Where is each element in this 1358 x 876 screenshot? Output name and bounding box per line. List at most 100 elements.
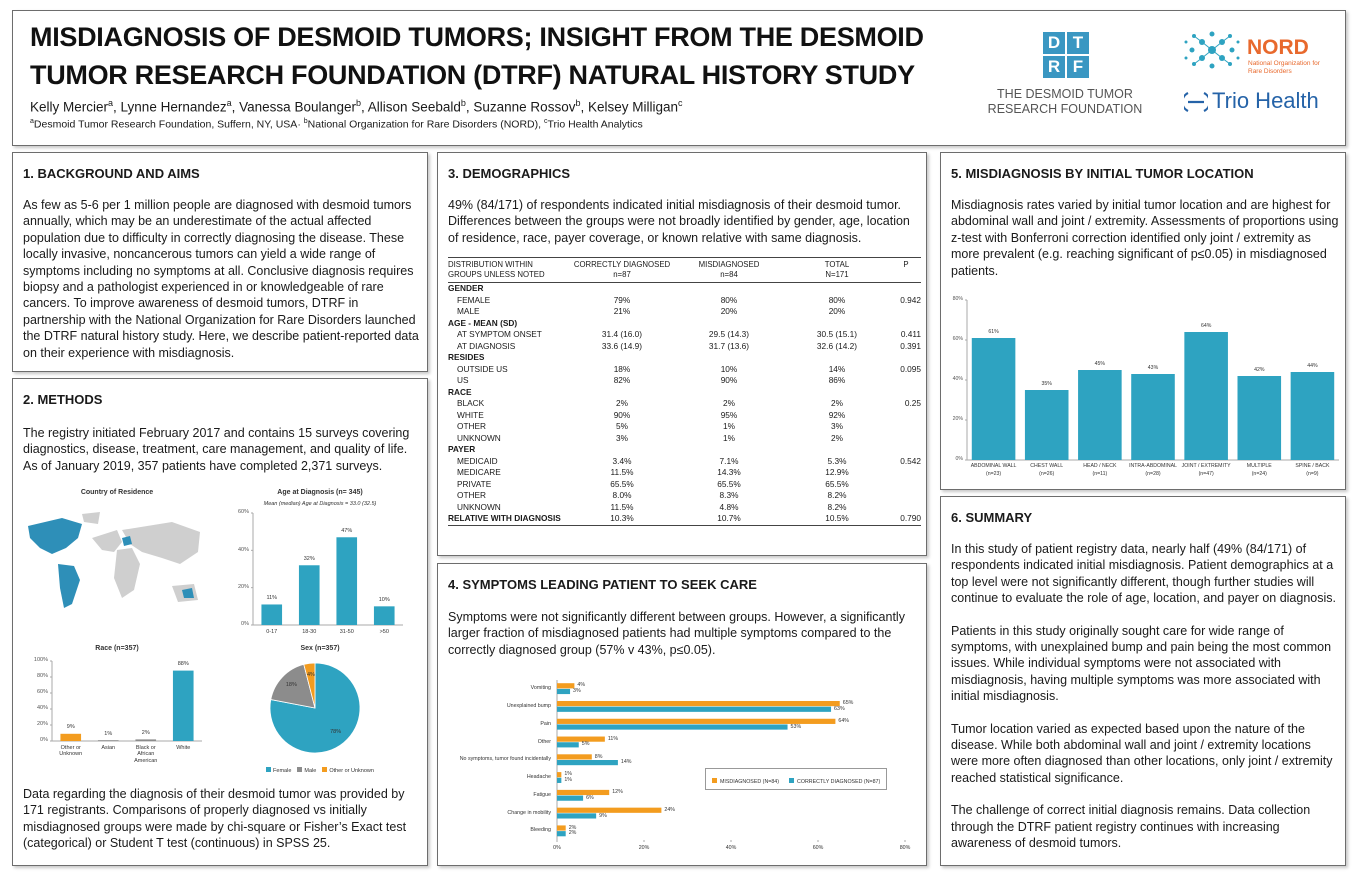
bar (1024, 390, 1069, 460)
bar (1237, 376, 1282, 460)
bar (261, 604, 283, 625)
table-row: RACE (448, 387, 921, 399)
value-label: 18% (285, 682, 297, 689)
p-value: 0.095 (900, 363, 921, 374)
value-label: 53% (790, 723, 802, 730)
table-cell: 4.8% (719, 501, 739, 512)
row-label: MEDICAID (457, 455, 498, 466)
table-cell: 2% (831, 398, 843, 408)
y-tick-label: 60% (237, 509, 249, 516)
bar (1290, 372, 1335, 460)
bar (557, 683, 575, 689)
value-label: 45% (1094, 360, 1106, 367)
table-row: MEDICAID 3.4% 7.1% 5.3% 0.542 (448, 456, 921, 468)
author-separator: , (231, 99, 240, 115)
row-label: OTHER (457, 490, 487, 500)
table-cell-empty (783, 387, 891, 399)
header-line: TOTAL (824, 260, 850, 269)
affiliation-mark: a (30, 118, 34, 125)
value-label: 44% (1307, 362, 1318, 369)
x-tick-label: 40% (725, 845, 737, 851)
bar (557, 807, 662, 813)
chart-title: Race (n=357) (95, 645, 139, 652)
table-cell: 90% (613, 409, 631, 420)
table-header-cell: P (891, 257, 921, 283)
symptoms-panel: 4. SYMPTOMS LEADING PATIENT TO SEEK CARE… (437, 563, 927, 866)
legend-swatch (322, 767, 328, 772)
table-row: AT DIAGNOSIS 33.6 (14.9) 31.7 (13.6) 32.6 (… (448, 341, 921, 353)
value-label: 11% (266, 594, 278, 601)
summary-paragraph: Patients in this study originally sought… (951, 623, 1332, 704)
table-row: UNKNOWN 11.5% 4.8% 8.2% (448, 502, 921, 514)
chart-plot (50, 660, 202, 742)
y-tick-label: 20% (36, 721, 48, 728)
header-line: DISTRIBUTION WITHIN (448, 260, 533, 269)
bar (60, 733, 82, 741)
author-affiliation: a (108, 98, 114, 108)
table-cell-empty (783, 318, 891, 330)
table-header-cell: DISTRIBUTION WITHIN GROUPS UNLESS NOTED (448, 257, 569, 283)
row-section: PAYER (448, 444, 476, 454)
table-row: UNKNOWN 3% 1% 2% (448, 433, 921, 445)
header-line: GROUPS UNLESS NOTED (448, 270, 545, 279)
map-highlight (28, 518, 194, 608)
table-cell-empty (569, 444, 675, 456)
pie-slice (270, 663, 316, 709)
legend-label: CORRECTLY DIAGNOSED (N=87) (797, 779, 881, 785)
x-tick-label: 0-17 (266, 629, 278, 635)
table-cell: 32.6 (14.2) (816, 340, 858, 351)
author-separator: , (113, 99, 121, 115)
map-land (82, 512, 200, 602)
affiliations: aDesmoid Tumor Research Foundation, Suff… (30, 118, 643, 131)
y-tick-label: 60% (952, 336, 963, 343)
table-row: AT SYMPTOM ONSET 31.4 (16.0) 29.5 (14.3) 30… (448, 329, 921, 341)
section-title: 5. MISDIAGNOSIS BY INITIAL TUMOR LOCATIO… (951, 166, 1254, 181)
bar (373, 606, 395, 625)
bar (1184, 332, 1228, 460)
table-cell-empty (569, 318, 675, 330)
methods-panel: 2. METHODS The registry initiated Februa… (12, 378, 428, 866)
table-header-cell: TOTAL N=171 (783, 257, 891, 283)
table-cell: 65.5% (717, 478, 741, 489)
table-cell: 86% (828, 375, 846, 385)
row-label: WHITE (457, 409, 484, 420)
bar (557, 795, 584, 801)
row-label: BLACK (457, 398, 485, 408)
row-label: PRIVATE (457, 478, 492, 489)
table-cell: 80% (720, 294, 738, 305)
table-header-cell: MISDIAGNOSED n=84 (675, 257, 783, 283)
table-cell: 12.9% (825, 467, 849, 477)
bar (1078, 370, 1122, 460)
table-header-cell: CORRECTLY DIAGNOSED n=87 (569, 257, 675, 283)
table-cell: 8.0% (612, 490, 632, 500)
bar (1131, 374, 1175, 460)
author-name: Lynne Hernandez (120, 99, 227, 115)
bar (971, 338, 1016, 460)
authors: Kelly Merciera, Lynne Hernandeza, Vaness… (30, 98, 683, 115)
value-label: 4% (577, 682, 586, 689)
legend-label: Male (304, 768, 317, 774)
author-affiliation: b (575, 98, 581, 108)
row-section: AGE - MEAN (SD) (448, 317, 518, 328)
bar (557, 760, 618, 766)
table-cell-empty (569, 387, 675, 399)
summary-paragraph: The challenge of correct initial diagnos… (951, 803, 1311, 851)
summary-paragraph: Tumor location varied as expected based … (951, 721, 1333, 785)
bar (557, 825, 566, 831)
table-cell-empty (783, 444, 891, 456)
table-row: US 82% 90% 86% (448, 375, 921, 387)
section-title: 6. SUMMARY (951, 510, 1033, 525)
legend-swatch (712, 778, 717, 783)
x-tick-label: 18-30 (302, 629, 317, 635)
author-separator: , (465, 99, 474, 115)
value-label: 1% (564, 771, 572, 778)
table-row: PRIVATE 65.5% 65.5% 65.5% (448, 479, 921, 491)
bar (557, 736, 605, 742)
value-label: 43% (1147, 364, 1159, 371)
bar (557, 700, 840, 707)
value-label: 61% (988, 328, 999, 335)
y-tick-label: Other (537, 738, 551, 745)
